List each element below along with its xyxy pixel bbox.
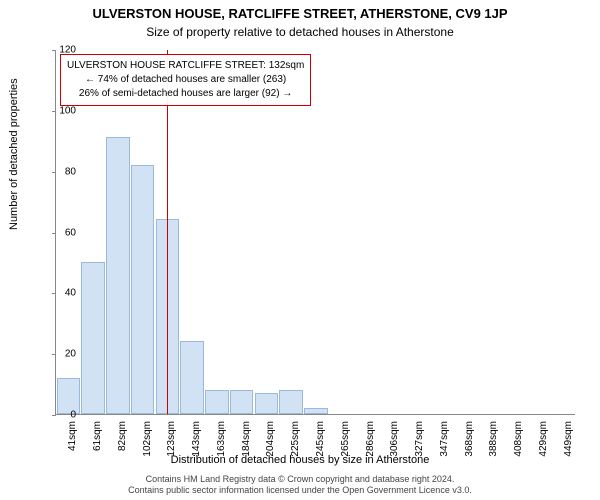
y-tick-label: 20 (46, 349, 76, 360)
bar (279, 390, 303, 414)
footer-line1: Contains HM Land Registry data © Crown c… (0, 474, 600, 486)
x-tick-label: 347sqm (439, 421, 450, 465)
bar (230, 390, 254, 414)
plot-area: ULVERSTON HOUSE RATCLIFFE STREET: 132sqm… (55, 50, 575, 415)
bar (180, 341, 204, 414)
footer-line2: Contains public sector information licen… (0, 485, 600, 497)
x-tick-label: 184sqm (241, 421, 252, 465)
y-tick-label: 0 (46, 410, 76, 421)
chart-subtitle: Size of property relative to detached ho… (0, 21, 600, 39)
y-tick-label: 60 (46, 227, 76, 238)
x-tick-label: 429sqm (538, 421, 549, 465)
x-tick-label: 204sqm (265, 421, 276, 465)
x-tick-label: 245sqm (315, 421, 326, 465)
y-tick-label: 120 (46, 45, 76, 56)
bar (81, 262, 105, 414)
x-tick-label: 61sqm (92, 421, 103, 465)
x-tick-label: 102sqm (142, 421, 153, 465)
x-tick-label: 306sqm (389, 421, 400, 465)
bar (106, 137, 130, 414)
x-tick-label: 123sqm (166, 421, 177, 465)
chart-title: ULVERSTON HOUSE, RATCLIFFE STREET, ATHER… (0, 0, 600, 21)
x-tick-label: 327sqm (414, 421, 425, 465)
x-tick-label: 408sqm (513, 421, 524, 465)
x-tick-label: 368sqm (464, 421, 475, 465)
x-tick-label: 82sqm (117, 421, 128, 465)
annotation-line: ← 74% of detached houses are smaller (26… (67, 73, 304, 87)
x-tick-label: 143sqm (191, 421, 202, 465)
y-tick-label: 80 (46, 166, 76, 177)
bar (304, 408, 328, 414)
x-tick-label: 225sqm (290, 421, 301, 465)
bar (205, 390, 229, 414)
footer-text: Contains HM Land Registry data © Crown c… (0, 474, 600, 497)
y-tick-label: 100 (46, 105, 76, 116)
x-tick-label: 286sqm (365, 421, 376, 465)
bar (131, 165, 155, 414)
x-tick-label: 449sqm (563, 421, 574, 465)
x-tick-label: 388sqm (488, 421, 499, 465)
x-tick-label: 41sqm (67, 421, 78, 465)
annotation-line: ULVERSTON HOUSE RATCLIFFE STREET: 132sqm (67, 59, 304, 73)
y-axis-label: Number of detached properties (8, 78, 20, 230)
annotation-line: 26% of semi-detached houses are larger (… (67, 87, 304, 101)
bar (255, 393, 279, 414)
y-tick-label: 40 (46, 288, 76, 299)
chart-container: ULVERSTON HOUSE, RATCLIFFE STREET, ATHER… (0, 0, 600, 500)
x-tick-label: 265sqm (340, 421, 351, 465)
x-tick-label: 163sqm (216, 421, 227, 465)
annotation-box: ULVERSTON HOUSE RATCLIFFE STREET: 132sqm… (60, 54, 311, 106)
